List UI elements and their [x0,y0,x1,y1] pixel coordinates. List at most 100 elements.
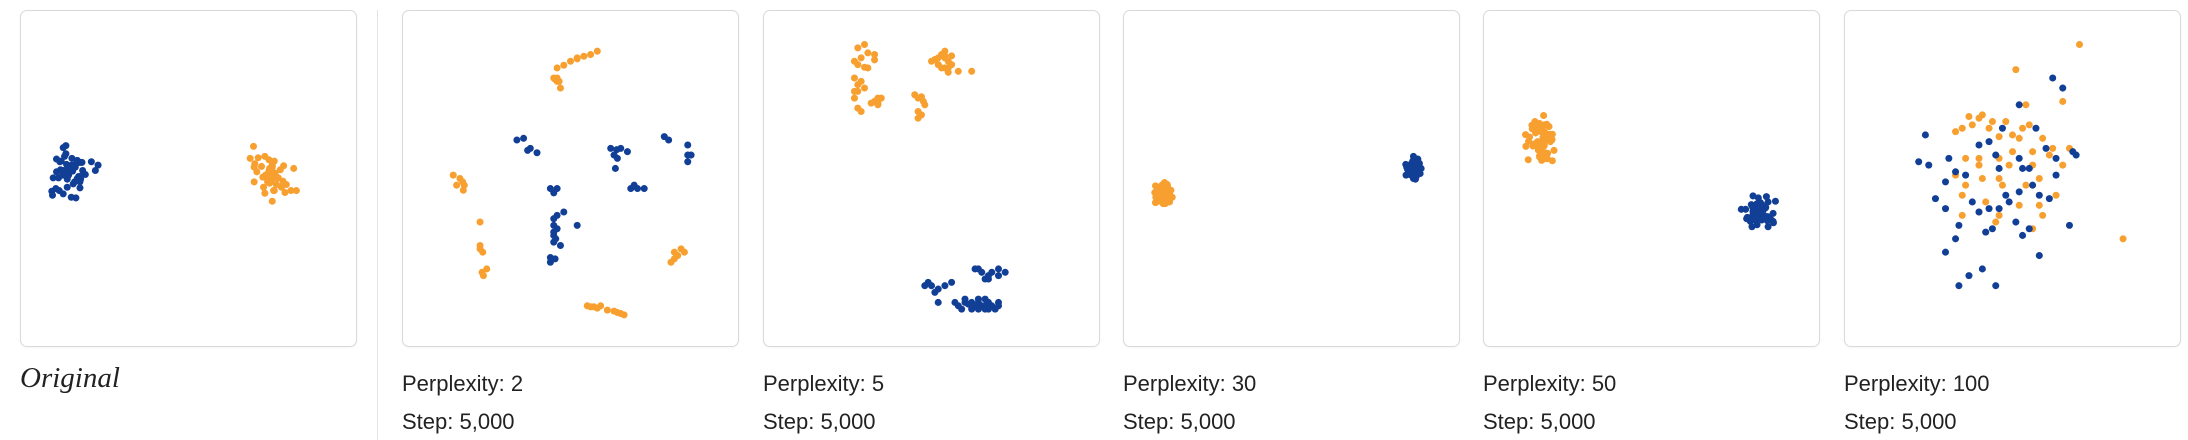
blue-point [2012,218,2020,226]
orange-point [1531,118,1539,126]
orange-point [476,218,484,226]
orange-point [1548,157,1556,165]
orange-point [2012,66,2020,74]
orange-point [1524,156,1532,164]
orange-point [2022,101,2030,109]
scatter-plot-tsne [449,47,695,319]
orange-point [280,162,288,170]
blue-point [981,295,989,303]
original-panel [20,10,357,347]
blue-point [611,164,619,172]
orange-point [2025,121,2033,129]
blue-point [1753,221,1761,229]
orange-point [2019,124,2027,132]
orange-point [914,114,922,122]
blue-point [69,180,77,188]
blue-point [1925,161,1933,169]
orange-point [2005,161,2013,169]
blue-point [550,215,558,223]
orange-point [854,44,862,52]
tsne-panel [763,10,1100,347]
blue-point [2052,171,2060,179]
orange-point [948,52,956,60]
blue-point [76,184,84,192]
tsne-panel [1844,10,2181,347]
orange-point [1540,112,1548,120]
orange-point [580,52,588,60]
blue-point [1764,198,1772,206]
blue-point [1769,209,1777,217]
orange-point [1161,194,1169,202]
orange-point [573,54,581,62]
orange-point [1958,211,1966,219]
orange-point [1995,174,2003,183]
blue-point [613,154,621,162]
blue-point [974,305,982,313]
tsne-panel [402,10,739,347]
orange-point [2052,191,2060,199]
blue-point [68,161,76,169]
orange-point [944,68,952,76]
blue-point [2005,198,2013,206]
perplexity-label: Perplexity: 2 [402,371,524,396]
blue-point [934,298,942,306]
blue-point [2015,101,2023,109]
blue-point [1992,151,2000,159]
orange-point [251,160,259,168]
orange-point [871,51,879,59]
blue-point [68,154,76,162]
blue-point [1402,171,1410,179]
orange-point [1534,146,1542,154]
blue-point [941,282,949,290]
blue-point [687,151,695,159]
blue-point [1952,235,1960,243]
blue-point [551,255,559,263]
blue-point [49,174,57,182]
orange-point [1952,128,1960,136]
orange-point [2045,151,2053,159]
orange-point [254,154,262,162]
orange-point [854,87,862,95]
blue-point [1995,164,2003,172]
step-label: Step: 5,000 [402,409,515,434]
scatter-plot-original [48,142,300,205]
blue-point [550,189,558,197]
perplexity-label: Perplexity: 50 [1483,371,1617,396]
blue-point [52,155,61,163]
blue-point [87,158,95,166]
blue-point [623,148,631,156]
perplexity-label: Perplexity: 5 [763,371,885,396]
blue-point [550,238,558,246]
orange-point [871,56,879,64]
orange-point [1962,181,1970,189]
orange-point [260,183,268,191]
blue-point [961,295,969,303]
orange-point [262,171,270,179]
blue-point [607,144,615,152]
blue-point [1404,161,1412,169]
blue-point [48,191,57,199]
blue-point [513,136,521,144]
blue-point [2045,195,2053,203]
blue-point [64,166,72,174]
blue-point [533,149,541,157]
blue-point [1975,208,1983,216]
orange-point [551,75,559,83]
blue-point [1941,178,1950,186]
orange-point [292,187,300,195]
orange-point [597,302,605,310]
blue-point [627,185,635,193]
blue-point [67,193,75,201]
orange-point [860,84,869,92]
orange-point [921,101,929,109]
orange-point [1965,113,1973,121]
tsne-panel [1483,10,1820,347]
orange-point [281,189,289,197]
orange-point [850,94,858,102]
blue-point [1965,272,1973,280]
orange-point [941,54,949,62]
orange-point [931,56,939,64]
divider [377,10,378,440]
orange-point [1995,211,2003,219]
blue-point [81,170,89,178]
